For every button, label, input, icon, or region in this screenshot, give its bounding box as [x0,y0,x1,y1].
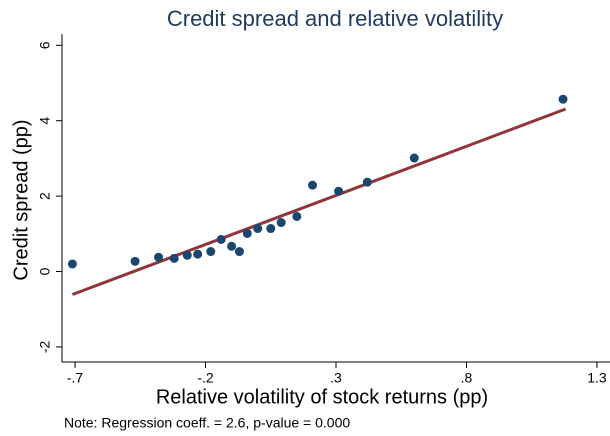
x-tick-label: .3 [330,370,342,386]
point [242,228,252,238]
point [169,253,179,263]
point [253,224,263,234]
point [193,249,203,259]
y-tick-label: 4 [37,117,53,125]
point [334,186,344,196]
x-tick-label: 1.3 [587,370,607,386]
point [227,241,237,251]
point [216,234,226,244]
point [130,256,140,266]
point [206,247,216,257]
x-tick-label: -.7 [67,370,84,386]
point [292,211,302,221]
point [308,180,318,190]
point [67,259,77,269]
point [154,252,164,262]
y-tick-label: 2 [37,192,53,200]
point [276,218,286,228]
point [182,250,192,260]
point [234,247,244,257]
x-tick-label: .8 [461,370,473,386]
fit-line [71,107,567,296]
point [558,94,568,104]
y-tick-label: 6 [37,41,53,49]
x-axis-label: Relative volatility of stock returns (pp… [156,386,488,408]
point [362,177,372,187]
y-tick-label: -2 [37,340,53,353]
x-tick-label: -.2 [197,370,214,386]
chart-title: Credit spread and relative volatility [167,6,503,31]
point [409,153,419,163]
note: Note: Regression coeff. = 2.6, p-value =… [64,415,350,431]
point [266,224,276,234]
y-axis-label: Credit spread (pp) [10,119,32,280]
y-tick-label: 0 [37,267,53,275]
